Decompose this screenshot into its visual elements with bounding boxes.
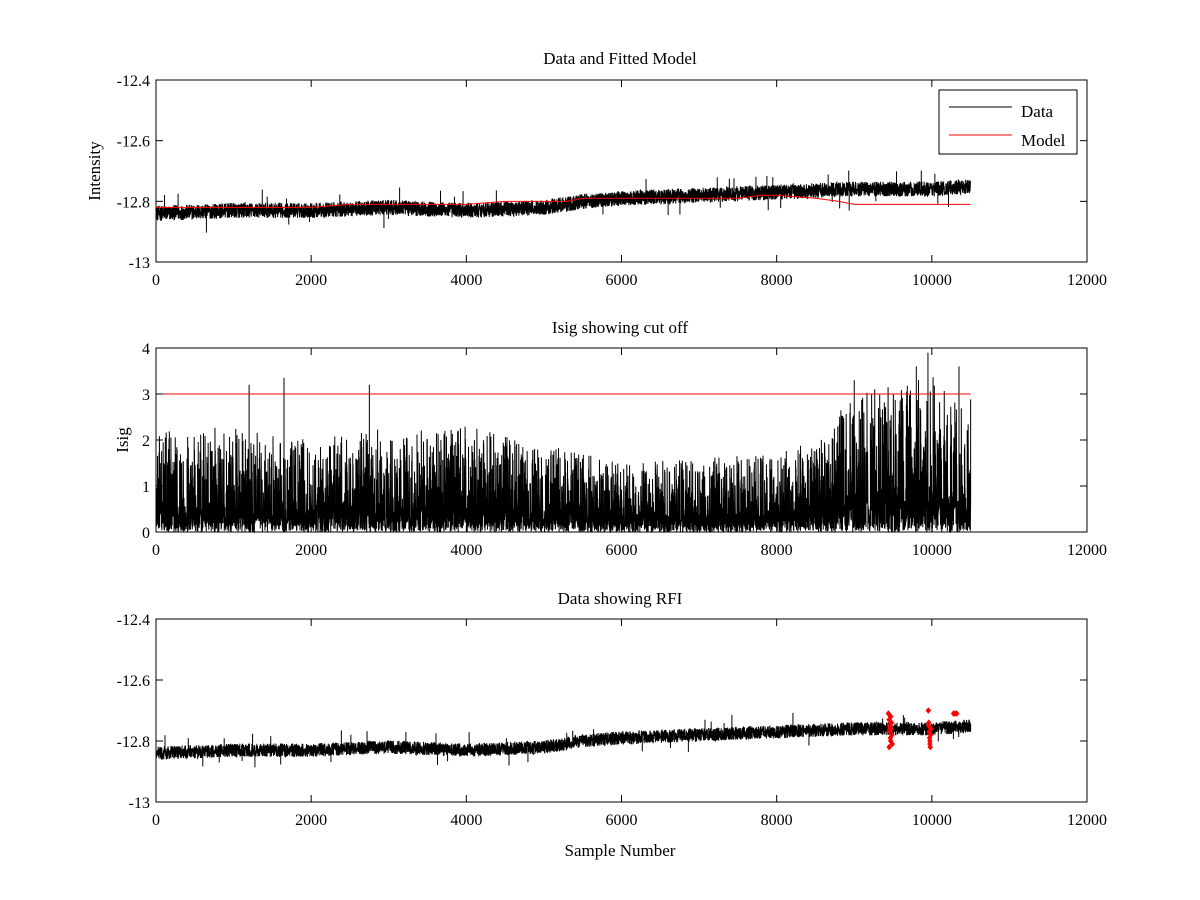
y-tick-label: -12.8 [117,194,150,211]
x-tick-label: 4000 [450,272,482,289]
subplot-3-title: Data showing RFI [558,589,683,608]
x-tick-label: 10000 [912,542,952,559]
subplot-data-and-model: Data and Fitted Model Intensity 0 2000 400… [85,49,1107,289]
y-tick-label: 4 [142,341,150,358]
x-tick-label: 12000 [1067,272,1107,289]
x-tick-label: 8000 [761,542,793,559]
y-tick-label: -13 [129,255,150,272]
x-tick-label: 2000 [295,542,327,559]
x-tick-label: 10000 [912,812,952,829]
y-tick-label: -12.6 [117,673,150,690]
subplot-1-title: Data and Fitted Model [543,49,697,68]
y-tick-label: 1 [142,479,150,496]
rfi-marker [889,731,895,739]
legend-model-label: Model [1021,131,1066,150]
x-tick-label: 12000 [1067,542,1107,559]
rfi-marker [886,743,892,751]
subplot-3-ticks: 0 2000 4000 6000 8000 10000 12000 -13 -12.8 -12.6… [117,612,1107,829]
x-tick-label: 2000 [295,272,327,289]
y-tick-label: -12.6 [117,134,150,151]
series-0-line [155,712,972,768]
x-tick-label: 0 [152,542,160,559]
subplot-2-marks [155,352,972,534]
rfi-marker [887,713,894,720]
rfi-marker [928,725,934,733]
x-tick-label: 6000 [606,542,638,559]
x-tick-label: 10000 [912,272,952,289]
subplot-1-ylabel: Intensity [85,141,104,201]
legend-data-label: Data [1021,102,1054,121]
rfi-marker [927,737,933,745]
x-tick-label: 6000 [606,272,638,289]
x-tick-label: 12000 [1067,812,1107,829]
y-tick-label: -12.4 [117,612,150,629]
subplot-2-ylabel: Isig [113,427,132,453]
series-model-line [156,194,971,208]
rfi-marker [927,731,934,739]
rfi-marker [888,719,895,727]
subplot-3-marks [155,707,972,768]
subplot-1-ticks: 0 2000 4000 6000 8000 10000 12000 -13 -12.8 -12.6… [117,73,1107,289]
rfi-marker [925,719,932,727]
x-tick-label: 2000 [295,812,327,829]
y-tick-label: -12.4 [117,73,150,90]
rfi-marker [889,740,896,748]
rfi-marker [953,710,960,717]
subplot-1-axes [155,79,1088,263]
legend: Data Model [938,89,1078,155]
x-tick-label: 0 [152,272,160,289]
rfi-marker [887,725,893,733]
x-tick-label: 0 [152,812,160,829]
subplot-rfi: Data showing RFI Sample Number 0 2000 4000… [117,589,1107,860]
y-tick-label: 3 [142,387,150,404]
series-isig-line [155,352,972,534]
x-tick-label: 8000 [761,272,793,289]
y-tick-label: -12.8 [117,734,150,751]
subplot-2-ticks: 0 2000 4000 6000 8000 10000 12000 0 1 2 3 4 [142,341,1107,559]
subplot-2-title: Isig showing cut off [552,318,688,337]
legend-box [938,89,1078,155]
y-tick-label: 2 [142,433,150,450]
subplot-3-axes [155,618,1088,803]
x-tick-label: 4000 [450,542,482,559]
y-tick-label: -13 [129,795,150,812]
subplot-1-marks [155,170,972,233]
subplot-3-xlabel: Sample Number [565,841,676,860]
x-tick-label: 4000 [450,812,482,829]
x-tick-label: 8000 [761,812,793,829]
rfi-marker [927,743,934,751]
y-tick-label: 0 [142,525,150,542]
x-tick-label: 6000 [606,812,638,829]
rfi-marker [925,707,932,714]
subplot-isig: Isig showing cut off Isig 0 2000 4000 6000 8… [113,318,1107,559]
